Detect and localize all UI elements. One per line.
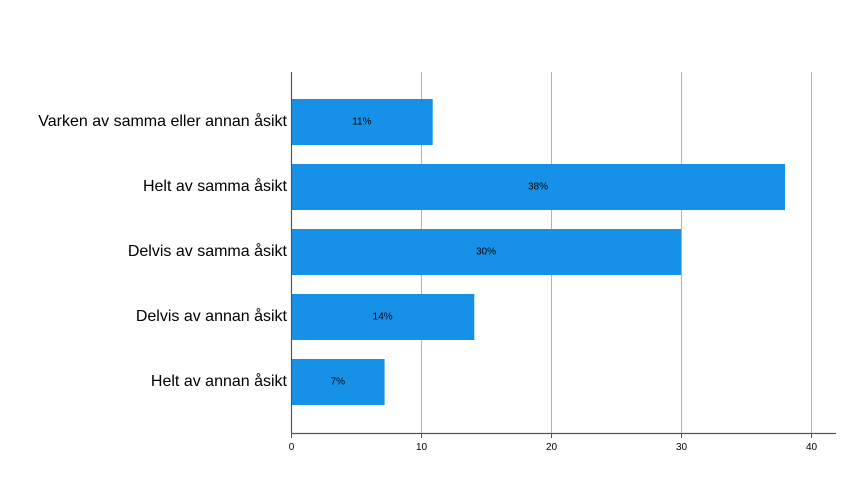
data-label-2: 30% bbox=[476, 247, 496, 258]
category-label-4: Helt av annan åsikt bbox=[151, 372, 288, 390]
data-label-0: 11% bbox=[352, 117, 371, 128]
data-label-3: 14% bbox=[373, 312, 393, 323]
bars bbox=[291, 99, 785, 405]
x-tick-label-40: 40 bbox=[806, 442, 818, 453]
data-label-1: 38% bbox=[528, 182, 548, 193]
category-label-2: Delvis av samma åsikt bbox=[128, 242, 288, 260]
x-tick-label-20: 20 bbox=[546, 442, 558, 453]
bar-2 bbox=[291, 229, 681, 275]
bar-3 bbox=[291, 294, 475, 340]
category-label-3: Delvis av annan åsikt bbox=[136, 307, 288, 325]
bar-1 bbox=[291, 164, 785, 210]
data-label-4: 7% bbox=[331, 377, 346, 388]
labels: Varken av samma eller annan åsikt 11% Helt… bbox=[38, 112, 817, 453]
category-label-0: Varken av samma eller annan åsikt bbox=[38, 112, 287, 130]
x-tick-label-0: 0 bbox=[289, 442, 295, 453]
x-tick-label-30: 30 bbox=[676, 442, 688, 453]
bar-4 bbox=[291, 359, 385, 405]
x-tick-label-10: 10 bbox=[416, 442, 428, 453]
category-label-1: Helt av samma åsikt bbox=[143, 177, 288, 195]
bar-0 bbox=[291, 99, 433, 145]
axes bbox=[290, 72, 836, 438]
